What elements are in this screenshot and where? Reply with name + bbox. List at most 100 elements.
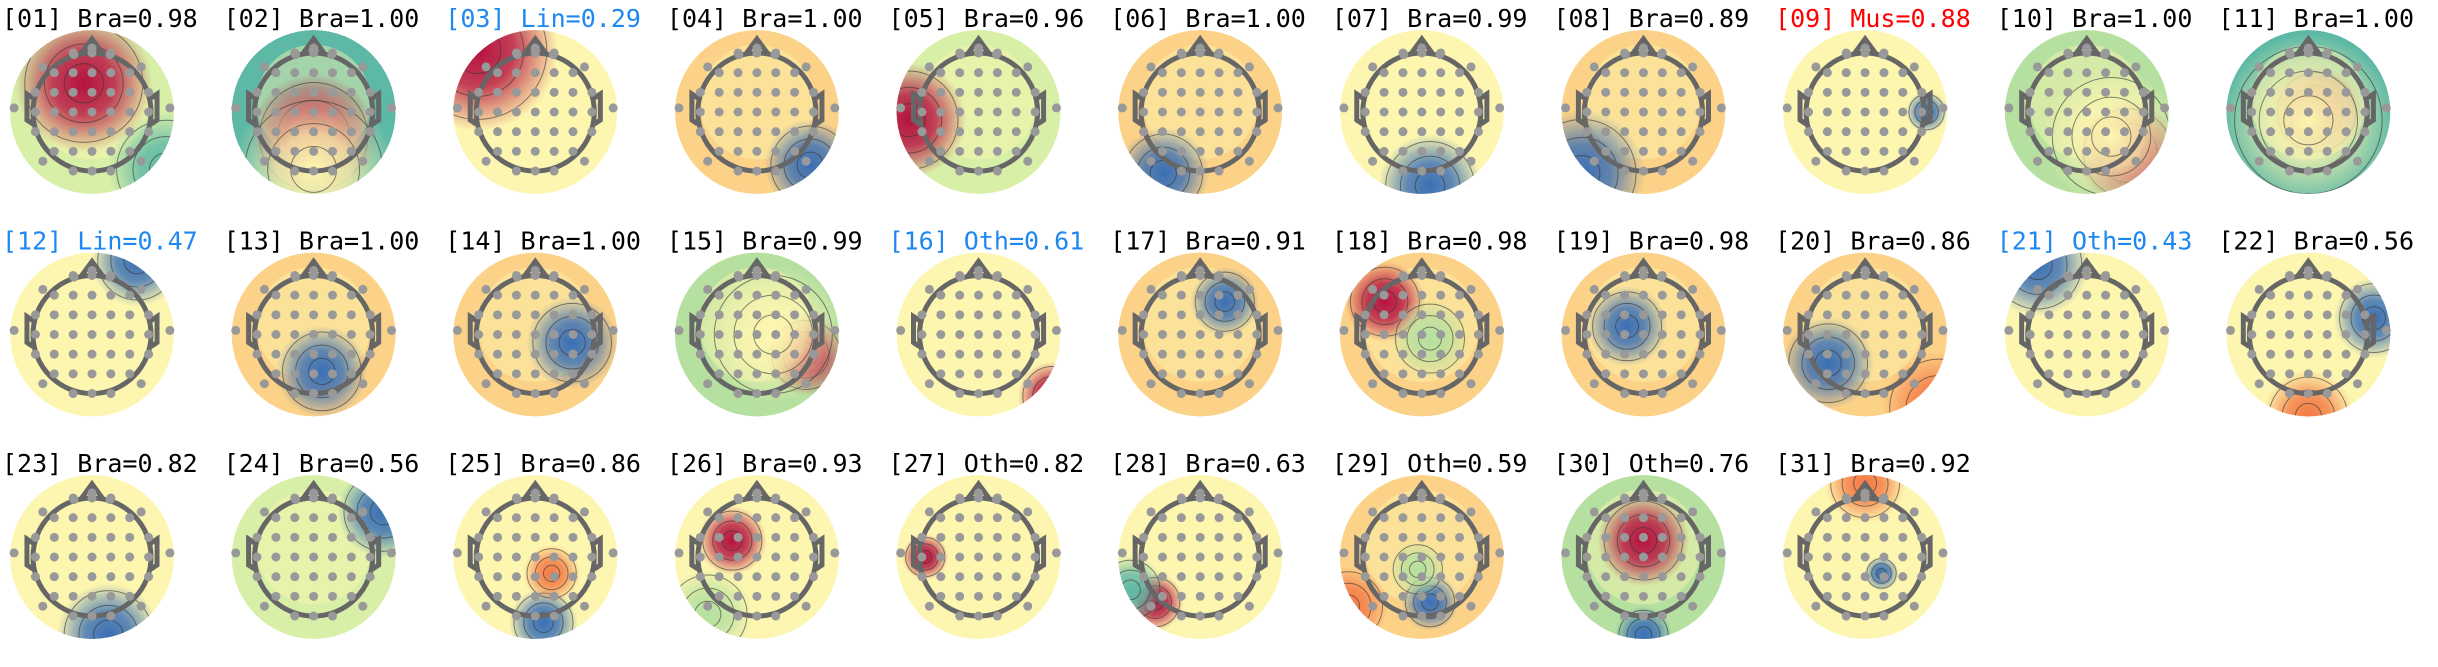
electrode-dot — [1638, 68, 1648, 78]
contour-line — [267, 122, 361, 194]
electrode-dot — [549, 493, 559, 503]
electrode-dot — [1676, 349, 1686, 359]
electrode-dot — [1620, 166, 1630, 176]
electrode-dot — [49, 552, 59, 562]
nose-outline — [1852, 257, 1879, 278]
electrode-dot — [974, 349, 984, 359]
electrode-dot — [106, 513, 116, 523]
contour-line — [1788, 323, 1869, 404]
electrode-dot — [2004, 325, 2014, 335]
electrode-dot — [1417, 87, 1427, 97]
electrode-dot — [1620, 611, 1630, 621]
electrode-dot — [955, 349, 965, 359]
electrode-dot — [106, 369, 116, 379]
electrode-dot — [1398, 166, 1408, 176]
electrode-dot — [30, 349, 40, 359]
electrode-dot — [271, 127, 281, 137]
activation-blob — [56, 583, 161, 639]
electrode-dot — [1589, 284, 1599, 294]
electrode-dot — [2063, 87, 2073, 97]
electrode-dot — [1157, 532, 1167, 542]
electrode-dot — [801, 507, 811, 517]
electrode-dot — [1360, 310, 1370, 320]
ear-outline — [149, 534, 160, 572]
electrode-dot — [2101, 107, 2111, 117]
electrode-dot — [936, 310, 946, 320]
ear-outline — [1132, 311, 1143, 349]
electrode-dot — [2360, 127, 2370, 137]
electrode-dot — [1582, 87, 1592, 97]
activation-blob — [14, 30, 153, 153]
electrode-dot — [752, 389, 762, 399]
electrode-dot — [2247, 310, 2257, 320]
electrode-dot — [2381, 103, 2391, 113]
electrode-dot — [1620, 127, 1630, 137]
electrode-dot — [144, 552, 154, 562]
electrode-dot — [1417, 572, 1427, 582]
electrode-dot — [511, 310, 521, 320]
electrode-dot — [309, 127, 319, 137]
electrode-dot — [1157, 513, 1167, 523]
electrode-dot — [1804, 349, 1814, 359]
electrode-dot — [917, 127, 927, 137]
electrode-dot — [1909, 507, 1919, 517]
ear-outline — [24, 89, 35, 127]
electrode-dot — [1879, 107, 1889, 117]
electrode-dot — [309, 48, 319, 58]
electrode-dot — [2341, 68, 2351, 78]
electrode-dot — [2303, 349, 2313, 359]
electrode-dot — [1657, 68, 1667, 78]
electrode-dot — [346, 87, 356, 97]
electrode-dot — [2303, 369, 2313, 379]
electrode-dot — [2254, 156, 2264, 166]
nose-outline — [300, 34, 327, 56]
topomap-panel: [31] Bra=0.92 — [1775, 449, 1971, 639]
electrode-dot — [327, 369, 337, 379]
electrode-dot — [125, 146, 135, 156]
electrode-dot — [2285, 166, 2295, 176]
electrode-dot — [144, 349, 154, 359]
topomap-panel: [02] Bra=1.00 — [224, 4, 419, 194]
nose-outline — [78, 34, 106, 56]
contour-line — [1618, 609, 1669, 639]
electrode-dot — [125, 127, 135, 137]
contour-line — [1921, 391, 1948, 417]
electrode-dot — [327, 552, 337, 562]
electrode-dot — [1657, 166, 1667, 176]
electrode-dot — [1695, 349, 1705, 359]
electrode-dot — [2082, 48, 2092, 58]
electrode-dot — [136, 284, 146, 294]
ear-outline — [1479, 89, 1490, 127]
electrode-dot — [1879, 166, 1889, 176]
electrode-dot — [790, 532, 800, 542]
electrode-dot — [733, 87, 743, 97]
electrode-dot — [1398, 48, 1408, 58]
electrode-dot — [1379, 330, 1389, 339]
ear-outline — [2019, 311, 2030, 349]
electrode-dot — [1620, 389, 1630, 399]
electrode-dot — [1620, 290, 1630, 300]
electrode-dot — [290, 349, 300, 359]
electrode-dot — [327, 330, 337, 339]
electrode-dot — [2285, 290, 2295, 300]
electrode-dot — [2063, 48, 2073, 58]
electrode-dot — [955, 389, 965, 399]
electrode-dot — [2160, 103, 2170, 113]
electrode-dot — [1657, 493, 1667, 503]
electrode-dot — [1436, 513, 1446, 523]
electrode-dot — [271, 310, 281, 320]
electrode-dot — [252, 127, 262, 137]
electrode-dot — [68, 349, 78, 359]
electrode-dot — [1030, 552, 1040, 562]
electrode-dot — [771, 146, 781, 156]
electrode-dot — [549, 166, 559, 176]
electrode-dot — [549, 591, 559, 601]
electrode-dot — [1455, 330, 1465, 339]
electrode-dot — [2360, 310, 2370, 320]
electrode-dot — [1657, 369, 1667, 379]
electrode-dot — [1811, 601, 1821, 611]
electrode-dot — [1195, 611, 1205, 621]
electrode-dot — [917, 552, 927, 562]
electrode-dot — [358, 284, 368, 294]
electrode-dot — [1157, 330, 1167, 339]
